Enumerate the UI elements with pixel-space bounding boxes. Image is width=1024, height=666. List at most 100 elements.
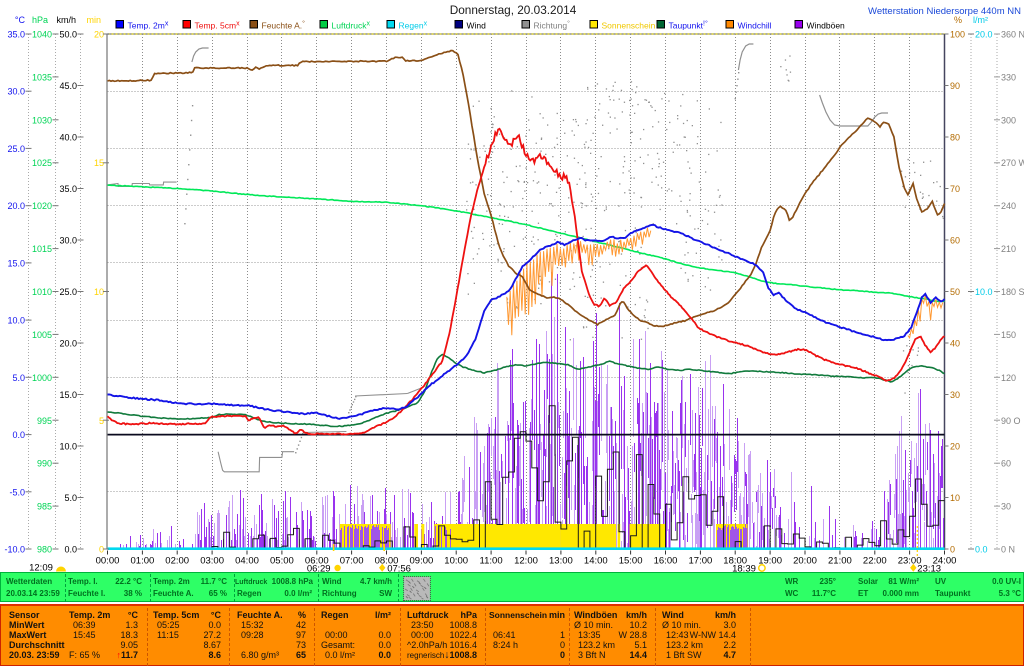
svg-text:13:00: 13:00 (549, 556, 573, 567)
svg-text:06:29: 06:29 (307, 564, 331, 575)
svg-text:°C: °C (15, 15, 26, 25)
svg-text:12:00: 12:00 (514, 556, 538, 567)
svg-text:Wind: Wind (467, 21, 487, 31)
svg-text:Richtung°: Richtung° (534, 20, 571, 31)
svg-text:980: 980 (37, 545, 52, 555)
svg-text:5: 5 (99, 416, 104, 426)
svg-text:0.0: 0.0 (64, 545, 77, 555)
svg-text:14:00: 14:00 (584, 556, 608, 567)
svg-text:12:09: 12:09 (29, 563, 53, 574)
svg-text:360 N: 360 N (1001, 30, 1024, 40)
svg-text:995: 995 (37, 416, 52, 426)
svg-text:Luftdruckx: Luftdruckx (332, 21, 371, 31)
svg-text:1015: 1015 (32, 244, 52, 254)
svg-text:09:00: 09:00 (410, 556, 434, 567)
svg-text:5.0: 5.0 (64, 493, 77, 503)
svg-text:%: % (954, 15, 962, 25)
svg-text:-10.0: -10.0 (4, 545, 25, 555)
svg-text:Regenx: Regenx (399, 21, 428, 31)
svg-text:120: 120 (1001, 373, 1016, 383)
svg-text:Feuchte A.°: Feuchte A.° (262, 20, 306, 31)
svg-text:Windböen: Windböen (807, 21, 846, 31)
svg-text:24:00: 24:00 (933, 556, 957, 567)
svg-text:23:13: 23:13 (917, 564, 941, 575)
svg-text:02:00: 02:00 (165, 556, 189, 567)
svg-text:985: 985 (37, 502, 52, 512)
svg-text:1035: 1035 (32, 72, 52, 82)
svg-text:18:00: 18:00 (723, 556, 747, 567)
svg-text:35.0: 35.0 (59, 184, 77, 194)
svg-text:330: 330 (1001, 72, 1016, 82)
svg-text:Donnerstag, 20.03.2014: Donnerstag, 20.03.2014 (450, 3, 577, 17)
svg-text:17:00: 17:00 (689, 556, 713, 567)
svg-text:30.0: 30.0 (7, 87, 25, 97)
svg-text:06:00: 06:00 (305, 556, 329, 567)
svg-text:20.0: 20.0 (59, 339, 77, 349)
svg-text:5.0: 5.0 (12, 373, 25, 383)
svg-text:hPa: hPa (32, 15, 48, 25)
svg-text:11:00: 11:00 (480, 556, 503, 567)
svg-text:03:00: 03:00 (200, 556, 224, 567)
svg-text:01:00: 01:00 (131, 556, 155, 567)
svg-text:Temp. 2mx: Temp. 2mx (128, 21, 169, 31)
svg-text:20: 20 (94, 30, 104, 40)
svg-text:-5.0: -5.0 (9, 487, 25, 497)
svg-text:25.0: 25.0 (7, 144, 25, 154)
svg-text:23:00: 23:00 (898, 556, 922, 567)
svg-text:25.0: 25.0 (59, 287, 77, 297)
svg-text:0.0: 0.0 (975, 545, 988, 555)
svg-text:22:00: 22:00 (863, 556, 887, 567)
svg-text:07:56: 07:56 (387, 564, 411, 575)
svg-text:1010: 1010 (32, 287, 52, 297)
svg-text:0.0: 0.0 (12, 430, 25, 440)
svg-text:90 O: 90 O (1001, 416, 1021, 426)
svg-text:l/m²: l/m² (973, 15, 988, 25)
svg-text:35.0: 35.0 (7, 30, 25, 40)
svg-text:15: 15 (94, 158, 104, 168)
svg-text:Windchill: Windchill (738, 21, 772, 31)
svg-text:60: 60 (1001, 459, 1011, 469)
svg-text:1030: 1030 (32, 115, 52, 125)
svg-text:Taupunkt!°: Taupunkt!° (669, 20, 708, 31)
svg-text:45.0: 45.0 (59, 81, 77, 91)
svg-text:1020: 1020 (32, 201, 52, 211)
svg-text:0: 0 (950, 545, 955, 555)
svg-text:990: 990 (37, 459, 52, 469)
svg-text:10: 10 (94, 287, 104, 297)
svg-text:30.0: 30.0 (59, 236, 77, 246)
svg-text:270 W: 270 W (1001, 158, 1024, 168)
svg-text:15.0: 15.0 (7, 258, 25, 268)
svg-text:180 S: 180 S (1001, 287, 1024, 297)
svg-text:10: 10 (950, 493, 960, 503)
svg-text:150: 150 (1001, 330, 1016, 340)
svg-text:20:00: 20:00 (793, 556, 817, 567)
svg-text:19:00: 19:00 (758, 556, 782, 567)
svg-text:0: 0 (99, 545, 104, 555)
svg-text:60: 60 (950, 236, 960, 246)
svg-text:1005: 1005 (32, 330, 52, 340)
svg-text:70: 70 (950, 184, 960, 194)
svg-text:40: 40 (950, 339, 960, 349)
svg-text:21:00: 21:00 (828, 556, 852, 567)
svg-text:20.0: 20.0 (975, 30, 993, 40)
svg-text:Sonnenschein: Sonnenschein (602, 21, 656, 31)
svg-text:40.0: 40.0 (59, 133, 77, 143)
svg-text:300: 300 (1001, 115, 1016, 125)
svg-text:05:00: 05:00 (270, 556, 294, 567)
svg-text:1040: 1040 (32, 30, 52, 40)
svg-text:10.0: 10.0 (59, 442, 77, 452)
svg-text:18:39: 18:39 (732, 564, 756, 575)
svg-text:Wetterstation Niedersorpe 440m: Wetterstation Niedersorpe 440m NN (868, 6, 1021, 17)
svg-text:240: 240 (1001, 201, 1016, 211)
svg-text:100: 100 (950, 30, 965, 40)
svg-text:30: 30 (1001, 502, 1011, 512)
svg-text:1000: 1000 (32, 373, 52, 383)
svg-text:20.0: 20.0 (7, 201, 25, 211)
svg-text:0 N: 0 N (1001, 545, 1015, 555)
svg-text:07:00: 07:00 (340, 556, 364, 567)
svg-text:16:00: 16:00 (654, 556, 678, 567)
svg-text:210: 210 (1001, 244, 1016, 254)
svg-text:Temp. 5cmx: Temp. 5cmx (195, 21, 241, 31)
svg-text:10:00: 10:00 (444, 556, 468, 567)
svg-text:30: 30 (950, 390, 960, 400)
